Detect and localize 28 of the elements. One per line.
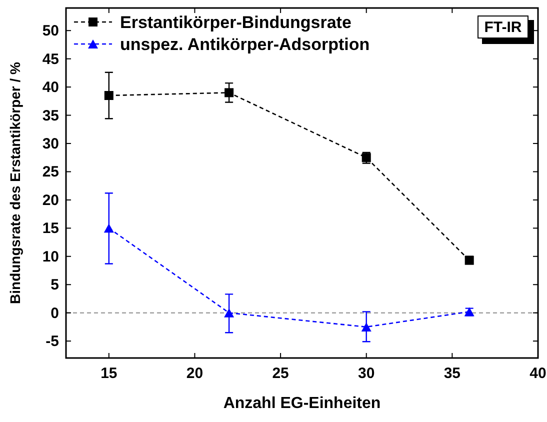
- y-tick-label: 40: [42, 79, 59, 96]
- annotation: FT-IR: [484, 19, 522, 36]
- x-tick-label: 15: [100, 365, 118, 382]
- y-tick-label: 20: [42, 192, 59, 209]
- y-tick-label: 30: [42, 135, 59, 152]
- y-tick-label: 15: [42, 220, 59, 238]
- y-tick-label: 45: [42, 50, 59, 68]
- y-tick-label: 35: [42, 107, 59, 124]
- y-tick-label: 0: [50, 304, 59, 322]
- point: [104, 224, 114, 233]
- legend-label: unspez. Antikörper-Adsorption: [120, 35, 370, 54]
- point: [104, 91, 114, 100]
- y-axis-title: Bindungsrate des Erstantikörper / %: [7, 61, 23, 304]
- y-tick-label: 5: [50, 276, 59, 294]
- x-axis-title: Anzahl EG-Einheiten: [223, 395, 381, 412]
- x-tick-label: 30: [358, 365, 375, 382]
- x-tick-label: 20: [186, 365, 204, 382]
- y-tick-label: 25: [42, 164, 59, 181]
- x-tick-label: 35: [444, 365, 461, 382]
- y-tick-label: 50: [42, 22, 59, 40]
- y-tick-label: -5: [46, 333, 59, 350]
- y-tick-label: 10: [42, 248, 59, 266]
- x-tick-label: 25: [272, 365, 289, 382]
- point: [224, 88, 234, 98]
- x-tick-label: 40: [530, 365, 546, 382]
- point: [224, 308, 234, 318]
- point: [361, 322, 372, 332]
- legend-label: Erstantikörper-Bindungsrate: [120, 13, 352, 32]
